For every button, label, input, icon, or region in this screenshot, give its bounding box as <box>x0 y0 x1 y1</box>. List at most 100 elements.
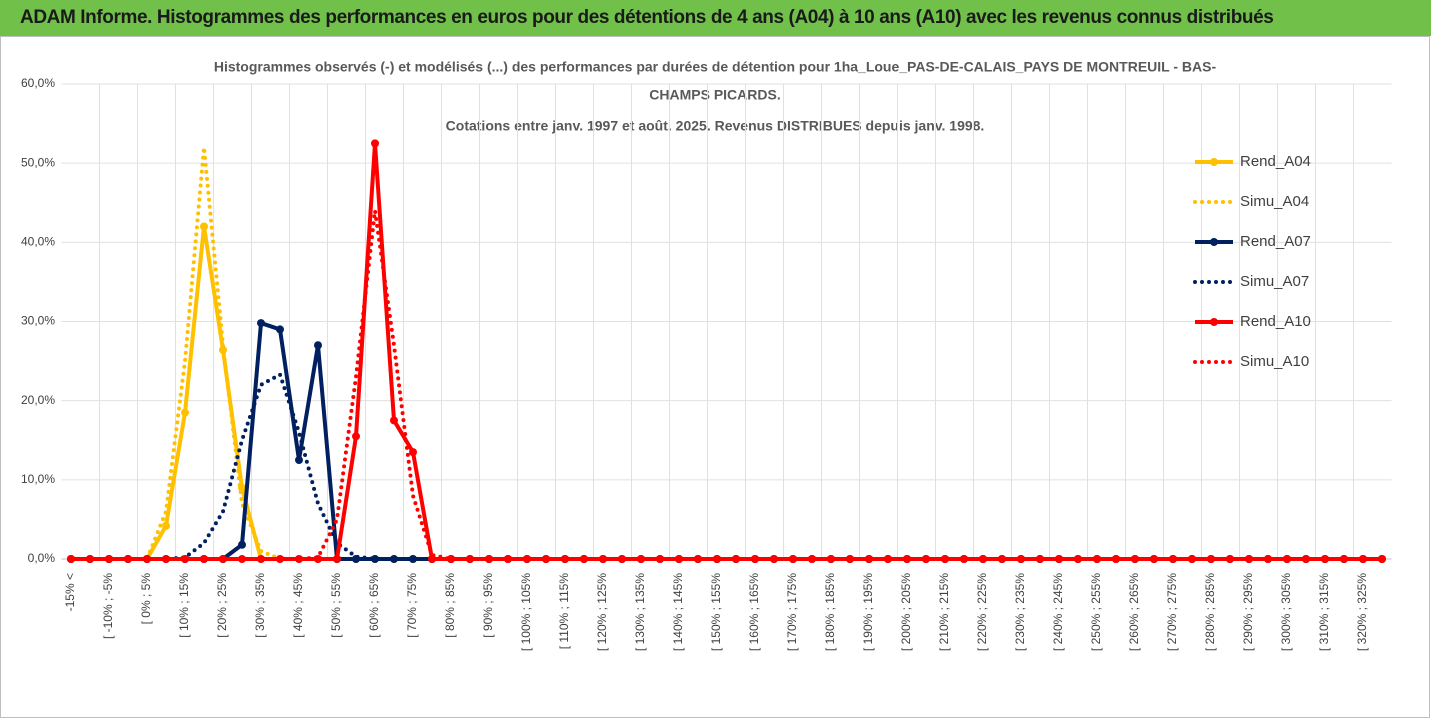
point <box>1036 555 1044 563</box>
x-tick-label: [ 300% ; 305% <box>1279 573 1293 651</box>
x-tick-label: [ 90% ; 95% <box>481 573 495 638</box>
point <box>504 555 512 563</box>
point <box>1302 555 1310 563</box>
point <box>276 325 284 334</box>
x-tick-label: [ 270% ; 275% <box>1165 573 1179 651</box>
point <box>257 319 265 328</box>
y-tick-label: 40,0% <box>21 235 55 249</box>
point <box>371 139 379 148</box>
point <box>713 555 721 563</box>
x-tick-label: [ 30% ; 35% <box>253 573 267 638</box>
x-tick-label: [ 10% ; 15% <box>177 573 191 638</box>
x-tick-label: [ 320% ; 325% <box>1355 573 1369 651</box>
x-tick-label: [ 280% ; 285% <box>1203 573 1217 651</box>
x-tick-label: [ 100% ; 105% <box>519 573 533 651</box>
y-tick-label: 20,0% <box>21 393 55 407</box>
series-line <box>71 321 1382 561</box>
point <box>409 448 417 457</box>
point <box>181 408 189 417</box>
point <box>1378 555 1386 563</box>
x-tick-label: [ 170% ; 175% <box>785 573 799 651</box>
x-tick-label: [ 310% ; 315% <box>1317 573 1331 651</box>
point <box>295 456 303 465</box>
series-line <box>69 145 1384 561</box>
point <box>238 555 246 563</box>
y-tick-label: 0,0% <box>28 551 56 565</box>
legend-marker <box>1210 238 1218 246</box>
x-tick-label: [ 140% ; 145% <box>671 573 685 651</box>
point <box>447 555 455 563</box>
point <box>770 555 778 563</box>
point <box>1245 555 1253 563</box>
x-tick-label: [ 250% ; 255% <box>1089 573 1103 651</box>
point <box>162 521 170 530</box>
x-tick-label: [ 130% ; 135% <box>633 573 647 651</box>
x-tick-label: [ 210% ; 215% <box>937 573 951 651</box>
legend-label: Simu_A10 <box>1240 353 1309 370</box>
point <box>656 555 664 563</box>
x-tick-label: [ 220% ; 225% <box>975 573 989 651</box>
point <box>162 555 170 563</box>
x-tick-label: [ 60% ; 65% <box>367 573 381 638</box>
x-tick-label: -15% < <box>63 573 77 611</box>
point <box>333 555 341 563</box>
point <box>789 555 797 563</box>
point <box>314 341 322 350</box>
legend-label: Simu_A07 <box>1240 273 1309 290</box>
point <box>922 555 930 563</box>
point <box>979 555 987 563</box>
series-line <box>69 208 1384 561</box>
x-tick-label: [ 180% ; 185% <box>823 573 837 651</box>
point <box>1169 555 1177 563</box>
point <box>1112 555 1120 563</box>
x-tick-label: [ 290% ; 295% <box>1241 573 1255 651</box>
x-tick-label: [ 260% ; 265% <box>1127 573 1141 651</box>
point <box>390 416 398 425</box>
legend-marker <box>1210 318 1218 326</box>
x-tick-label: [ 50% ; 55% <box>329 573 343 638</box>
chart-title: Cotations entre janv. 1997 et août. 2025… <box>446 118 985 134</box>
point <box>846 555 854 563</box>
legend-label: Rend_A04 <box>1240 153 1311 170</box>
x-tick-label: [ 190% ; 195% <box>861 573 875 651</box>
y-tick-label: 30,0% <box>21 314 55 328</box>
legend-label: Simu_A04 <box>1240 193 1309 210</box>
point <box>238 540 246 549</box>
point <box>1188 555 1196 563</box>
series-line <box>71 224 1382 561</box>
header-title: ADAM Informe. Histogrammes des performan… <box>0 0 1431 36</box>
point <box>523 555 531 563</box>
x-tick-label: [ 240% ; 245% <box>1051 573 1065 651</box>
x-tick-label: [ -10% ; -5% <box>101 573 115 639</box>
x-tick-label: [ 80% ; 85% <box>443 573 457 638</box>
point <box>1055 555 1063 563</box>
x-tick-label: [ 120% ; 125% <box>595 573 609 651</box>
x-tick-label: [ 160% ; 165% <box>747 573 761 651</box>
y-tick-label: 10,0% <box>21 472 55 486</box>
y-tick-label: 60,0% <box>21 76 55 90</box>
point <box>105 555 113 563</box>
series-line <box>71 141 1382 561</box>
point <box>295 555 303 563</box>
point <box>200 222 208 231</box>
x-tick-label: [ 230% ; 235% <box>1013 573 1027 651</box>
point <box>580 555 588 563</box>
x-tick-label: [ 0% ; 5% <box>139 573 153 625</box>
legend-label: Rend_A10 <box>1240 313 1311 330</box>
x-tick-label: [ 40% ; 45% <box>291 573 305 638</box>
point <box>1321 555 1329 563</box>
chart-title: CHAMPS PICARDS. <box>649 87 780 103</box>
chart: Histogrammes observés (-) et modélisés (… <box>0 36 1430 718</box>
x-tick-label: [ 150% ; 155% <box>709 573 723 651</box>
legend-marker <box>1210 158 1218 166</box>
point <box>352 432 360 441</box>
point <box>637 555 645 563</box>
point <box>903 555 911 563</box>
y-tick-label: 50,0% <box>21 155 55 169</box>
x-tick-label: [ 70% ; 75% <box>405 573 419 638</box>
chart-border <box>0 36 1430 718</box>
chart-title: Histogrammes observés (-) et modélisés (… <box>214 59 1217 75</box>
series-line <box>69 372 1384 561</box>
point <box>371 555 379 563</box>
